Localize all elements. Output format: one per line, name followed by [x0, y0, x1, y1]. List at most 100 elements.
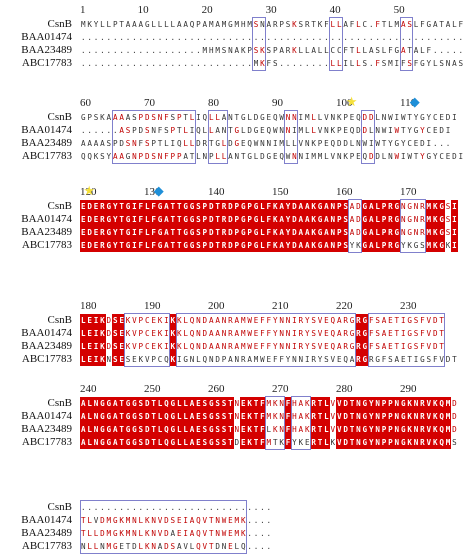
residue: K: [330, 126, 336, 135]
residue: D: [144, 410, 151, 423]
residue: G: [99, 397, 106, 410]
residue: I: [292, 126, 297, 135]
residue: S: [201, 436, 209, 449]
residue: Q: [164, 355, 169, 364]
residue: A: [112, 423, 119, 436]
residue: N: [393, 397, 401, 410]
sequence-row: BAA23489 L E I K D S E K V P C E K I K K L Q N D A A N R A M W E F F Y N…: [0, 340, 469, 353]
residue: R: [310, 436, 317, 449]
residue: .: [87, 59, 92, 68]
residue: M: [279, 139, 284, 148]
residue: A: [413, 46, 419, 55]
residue: L: [298, 46, 304, 55]
position-numbers: [0, 487, 469, 499]
residue: D: [439, 126, 444, 135]
residue: A: [368, 200, 375, 213]
residue: G: [407, 215, 412, 224]
residue: A: [221, 113, 227, 122]
residue: .: [176, 46, 182, 55]
position-number: 60: [80, 97, 91, 109]
residue: D: [138, 126, 144, 135]
residue: G: [112, 542, 118, 551]
residue: Q: [163, 423, 170, 436]
residue: F: [266, 316, 272, 325]
residue: R: [240, 355, 246, 364]
residue: S: [407, 59, 412, 68]
residue: T: [176, 200, 183, 213]
sequence-row: BAA23489 E D E R G Y T G I F L F G A T T G G S P D T R D P G P G L F K A…: [0, 226, 469, 239]
residue: .: [183, 33, 188, 42]
residue: D: [196, 139, 201, 148]
residue: W: [279, 113, 284, 122]
residue: .: [170, 46, 176, 55]
residue: .: [112, 126, 118, 135]
residue: L: [183, 126, 188, 135]
sequence-name: ABC17783: [21, 436, 72, 448]
residue: F: [432, 355, 438, 364]
residue: A: [228, 355, 233, 364]
residue: K: [272, 200, 279, 213]
position-number: 230: [400, 300, 417, 312]
sequence-row: CsnB E D E R G Y T G I F L F G A T T G G S P D T R D P G P G L F K A Y D A A…: [0, 200, 469, 213]
residue: L: [170, 20, 176, 29]
residue: K: [432, 200, 439, 213]
residue: T: [176, 126, 182, 135]
residue: E: [240, 139, 246, 148]
residue: I: [183, 529, 188, 538]
residue: D: [336, 139, 342, 148]
residue: P: [349, 152, 355, 161]
similarity-box: [79, 500, 247, 554]
residue: Y: [292, 438, 297, 447]
residue: G: [361, 314, 369, 327]
residue: L: [266, 425, 272, 434]
residue: Q: [438, 423, 445, 436]
residue: G: [208, 436, 215, 449]
residue: .: [221, 59, 227, 68]
residue: F: [349, 20, 355, 29]
residue: V: [132, 316, 137, 325]
residue: N: [279, 399, 284, 408]
residue: G: [413, 126, 419, 135]
residue: Q: [330, 139, 336, 148]
residue: .: [266, 33, 272, 42]
residue: I: [388, 126, 393, 135]
residue: S: [420, 241, 425, 250]
residue: A: [215, 126, 220, 135]
residue: E: [324, 329, 329, 338]
residue: P: [233, 213, 241, 226]
sequence-name: ABC17783: [21, 57, 72, 69]
residue: F: [150, 226, 157, 239]
residue: .: [215, 33, 220, 42]
residue: R: [220, 200, 228, 213]
residue: D: [208, 213, 215, 226]
residue: .: [292, 59, 297, 68]
residue: .: [240, 33, 246, 42]
similarity-box: [290, 396, 311, 450]
residue: G: [349, 342, 355, 351]
residue: I: [400, 316, 406, 325]
residue: L: [259, 239, 266, 252]
sequence-name: CsnB: [47, 314, 72, 326]
residue: N: [413, 215, 419, 224]
residue: S: [407, 20, 412, 29]
residue: K: [240, 516, 246, 525]
residue: C: [432, 113, 438, 122]
residue: H: [240, 20, 246, 29]
residue: A: [189, 516, 195, 525]
residue: R: [387, 200, 394, 213]
residue: V: [132, 342, 137, 351]
residue: S: [375, 46, 380, 55]
residue: L: [324, 152, 329, 161]
residue: T: [381, 139, 387, 148]
residue: V: [317, 342, 323, 351]
residue: S: [375, 329, 380, 338]
residue: V: [330, 412, 336, 421]
residue: I: [343, 59, 348, 68]
residue: F: [381, 355, 387, 364]
residue: .: [93, 503, 99, 512]
residue: D: [144, 113, 150, 122]
residue: A: [381, 342, 387, 351]
residue: .: [381, 33, 387, 42]
residue: W: [388, 113, 393, 122]
residue: E: [86, 314, 93, 327]
